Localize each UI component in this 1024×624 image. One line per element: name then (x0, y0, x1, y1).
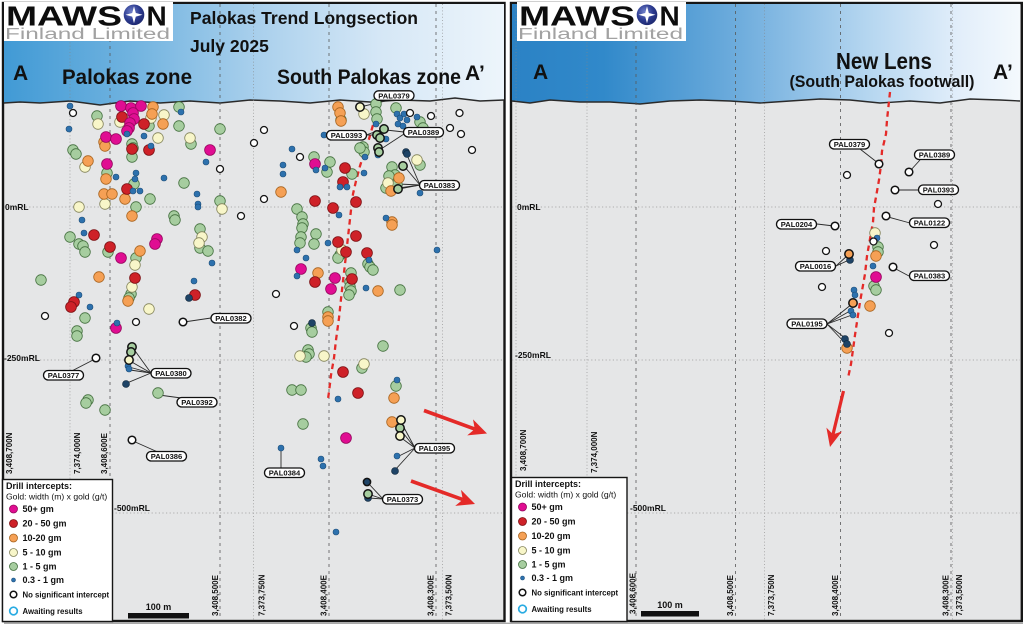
svg-text:Finland Limited: Finland Limited (518, 26, 683, 43)
svg-text:7,373,500N: 7,373,500N (445, 574, 454, 616)
svg-text:20 - 50 gm: 20 - 50 gm (23, 519, 67, 529)
svg-text:PAL0377: PAL0377 (48, 371, 80, 380)
svg-text:PAL0383: PAL0383 (424, 181, 456, 190)
svg-text:3,408,500E: 3,408,500E (211, 574, 220, 616)
svg-text:3,408,400E: 3,408,400E (831, 574, 840, 616)
svg-text:50+ gm: 50+ gm (532, 502, 563, 512)
svg-text:N: N (660, 1, 680, 32)
svg-text:South Palokas zone: South Palokas zone (277, 65, 461, 89)
svg-text:Drill intercepts:: Drill intercepts: (515, 479, 581, 489)
svg-text:7,374,000N: 7,374,000N (590, 431, 599, 473)
svg-text:7,373,500N: 7,373,500N (955, 574, 964, 616)
svg-text:7,374,000N: 7,374,000N (73, 432, 82, 474)
svg-text:3,408,400E: 3,408,400E (320, 574, 329, 616)
svg-text:Gold: width (m) x gold (g/t): Gold: width (m) x gold (g/t) (6, 492, 107, 502)
svg-text:7,373,750N: 7,373,750N (767, 574, 776, 616)
svg-text:PAL0122: PAL0122 (914, 219, 946, 228)
svg-text:New Lens: New Lens (836, 48, 932, 74)
svg-text:3,408,600E: 3,408,600E (100, 432, 109, 474)
svg-text:PAL0384: PAL0384 (269, 469, 301, 478)
svg-text:0mRL: 0mRL (5, 202, 29, 212)
svg-text:No significant intercept: No significant intercept (23, 591, 110, 600)
svg-text:A: A (13, 62, 28, 85)
svg-text:7,373,750N: 7,373,750N (258, 574, 267, 616)
svg-text:Gold: width (m) x gold (g/t): Gold: width (m) x gold (g/t) (515, 490, 616, 500)
svg-text:3,408,500E: 3,408,500E (726, 574, 735, 616)
svg-text:PAL0393: PAL0393 (331, 131, 363, 140)
svg-text:Palokas zone: Palokas zone (62, 65, 192, 89)
svg-text:PAL0379: PAL0379 (378, 91, 410, 100)
svg-text:(South Palokas footwall): (South Palokas footwall) (790, 73, 975, 91)
svg-text:0mRL: 0mRL (517, 202, 541, 212)
svg-text:PAL0204: PAL0204 (781, 220, 813, 229)
svg-text:-500mRL: -500mRL (114, 503, 150, 513)
svg-text:3,408,700N: 3,408,700N (5, 432, 14, 474)
svg-text:Awaiting results: Awaiting results (532, 605, 593, 614)
svg-text:No significant intercept: No significant intercept (532, 589, 619, 598)
svg-text:PAL0392: PAL0392 (181, 398, 213, 407)
svg-text:PAL0386: PAL0386 (151, 452, 183, 461)
svg-text:10-20 gm: 10-20 gm (23, 533, 62, 543)
svg-text:PAL0016: PAL0016 (800, 262, 832, 271)
svg-text:MAWS: MAWS (6, 1, 122, 32)
svg-text:3,408,300E: 3,408,300E (427, 574, 436, 616)
svg-text:-250mRL: -250mRL (4, 353, 40, 363)
svg-text:Palokas Trend Longsection: Palokas Trend Longsection (190, 8, 418, 28)
svg-text:Awaiting results: Awaiting results (23, 607, 84, 616)
svg-text:PAL0195: PAL0195 (791, 320, 823, 329)
svg-text:A’: A’ (465, 62, 485, 85)
svg-text:July 2025: July 2025 (190, 36, 269, 56)
svg-text:5 - 10 gm: 5 - 10 gm (23, 548, 62, 558)
svg-text:A: A (533, 61, 548, 84)
svg-text:-500mRL: -500mRL (630, 503, 666, 513)
svg-text:PAL0373: PAL0373 (387, 495, 419, 504)
svg-text:PAL0383: PAL0383 (914, 272, 946, 281)
svg-text:PAL0382: PAL0382 (215, 314, 247, 323)
svg-text:3,408,600E: 3,408,600E (629, 572, 638, 614)
svg-text:3,408,300E: 3,408,300E (942, 574, 951, 616)
svg-text:100 m: 100 m (657, 600, 683, 610)
svg-text:N: N (147, 1, 167, 32)
svg-text:PAL0389: PAL0389 (919, 151, 951, 160)
svg-text:-250mRL: -250mRL (515, 350, 551, 360)
svg-text:Finland Limited: Finland Limited (5, 26, 170, 43)
svg-text:PAL0393: PAL0393 (923, 186, 955, 195)
svg-text:0.3 - 1 gm: 0.3 - 1 gm (532, 573, 574, 583)
svg-text:MAWS: MAWS (519, 1, 635, 32)
svg-text:PAL0379: PAL0379 (834, 140, 866, 149)
svg-text:3,408,700N: 3,408,700N (519, 429, 528, 471)
svg-text:Drill intercepts:: Drill intercepts: (6, 481, 72, 491)
svg-text:50+ gm: 50+ gm (23, 504, 54, 514)
svg-text:PAL0395: PAL0395 (419, 444, 451, 453)
svg-text:0.3 - 1 gm: 0.3 - 1 gm (23, 575, 65, 585)
svg-text:A’: A’ (993, 61, 1013, 84)
svg-text:PAL0389: PAL0389 (408, 128, 440, 137)
svg-text:20 - 50 gm: 20 - 50 gm (532, 517, 576, 527)
svg-text:1 - 5 gm: 1 - 5 gm (532, 560, 566, 570)
svg-text:5 - 10 gm: 5 - 10 gm (532, 546, 571, 556)
svg-text:1 - 5 gm: 1 - 5 gm (23, 562, 57, 572)
svg-text:100 m: 100 m (146, 602, 172, 612)
svg-text:PAL0380: PAL0380 (155, 369, 187, 378)
svg-text:10-20 gm: 10-20 gm (532, 531, 571, 541)
